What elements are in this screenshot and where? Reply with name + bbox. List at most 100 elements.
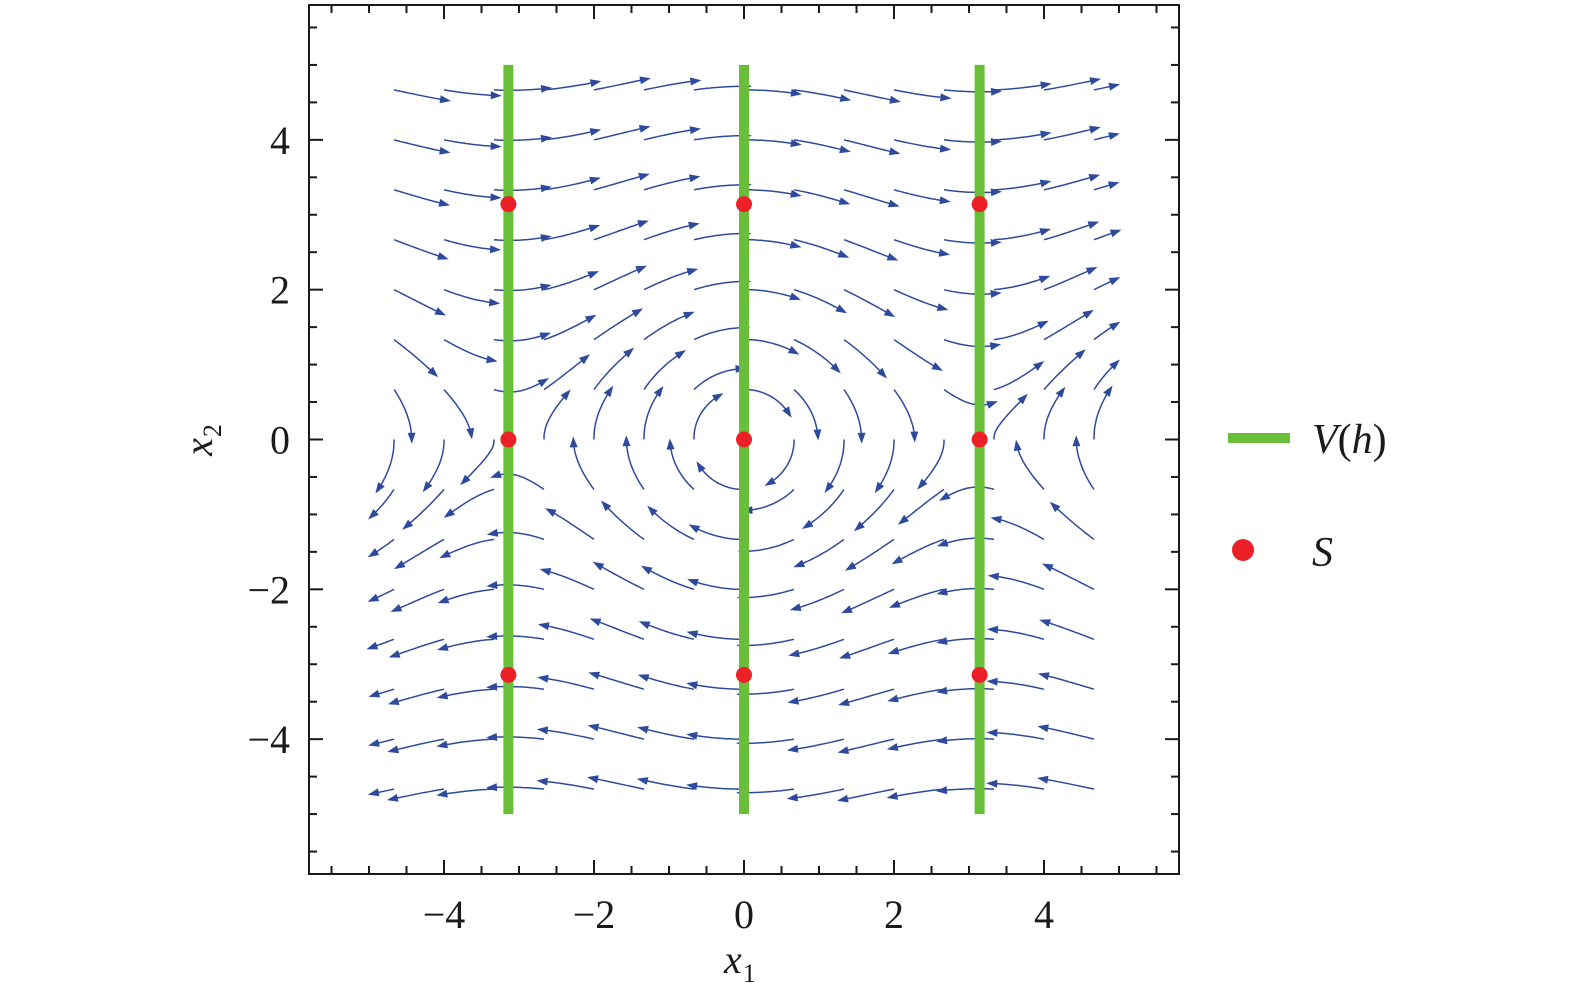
- streamline: [993, 180, 1049, 191]
- streamline: [593, 126, 648, 141]
- y-tick-labels: −4 −2 0 2 4: [247, 118, 290, 762]
- streamline: [439, 788, 495, 796]
- streamline: [543, 177, 599, 191]
- streamline: [841, 638, 895, 659]
- streamline: [489, 635, 545, 641]
- streamline: [840, 738, 895, 753]
- streamline: [693, 393, 722, 440]
- streamline: [669, 441, 695, 490]
- streamline: [744, 238, 799, 248]
- streamline: [493, 235, 550, 242]
- streamline: [843, 139, 898, 154]
- streamline: [993, 517, 1045, 541]
- streamline: [893, 538, 945, 564]
- streamline: [843, 238, 896, 261]
- stream-arrow: [939, 491, 951, 501]
- streamline: [893, 189, 948, 203]
- streamline: [639, 727, 695, 740]
- streamline: [439, 738, 495, 747]
- stream-arrow: [1039, 228, 1051, 236]
- streamline: [390, 688, 445, 705]
- legend-point-swatch: [1232, 539, 1254, 561]
- streamline: [744, 139, 800, 146]
- streamline: [1075, 438, 1095, 490]
- stream-arrow: [587, 723, 600, 732]
- streamline: [918, 439, 945, 488]
- x-axis-label: x1: [723, 937, 756, 988]
- stream-arrow: [674, 350, 686, 360]
- stream-arrow: [588, 671, 600, 680]
- stream-arrow: [888, 147, 901, 156]
- streamline: [543, 391, 570, 440]
- streamline: [697, 463, 744, 491]
- stream-arrow: [436, 789, 448, 798]
- stream-arrow: [427, 366, 439, 378]
- streamline: [489, 531, 545, 541]
- stream-arrow: [1074, 349, 1086, 360]
- streamline: [390, 738, 445, 752]
- stream-arrow: [1042, 563, 1054, 572]
- streamline: [539, 728, 595, 740]
- streamline: [404, 488, 445, 529]
- streamline: [1043, 221, 1097, 241]
- streamline: [643, 566, 695, 591]
- stream-arrow: [939, 144, 952, 153]
- stream-arrow: [889, 600, 901, 608]
- streamline: [893, 389, 916, 440]
- stream-arrow: [540, 134, 552, 143]
- stream-arrow: [587, 271, 599, 279]
- stream-arrow: [824, 481, 835, 493]
- streamline: [593, 78, 649, 91]
- s-point: [736, 196, 752, 213]
- streamline: [825, 439, 845, 492]
- streamline: [440, 588, 495, 603]
- streamline: [899, 488, 945, 524]
- stream-arrow: [1088, 174, 1101, 182]
- streamline: [589, 776, 645, 790]
- streamline: [943, 338, 999, 348]
- streamline: [540, 676, 595, 690]
- streamline: [590, 672, 645, 690]
- stream-arrow: [486, 733, 498, 741]
- streamline: [839, 788, 895, 801]
- stream-arrow: [490, 193, 502, 202]
- streamline: [890, 638, 945, 654]
- stream-arrow: [631, 308, 643, 318]
- streamline: [744, 488, 795, 512]
- streamline: [889, 738, 945, 750]
- streamline: [744, 89, 800, 95]
- streamline: [993, 132, 1049, 141]
- stream-arrow: [686, 630, 699, 639]
- streamline: [492, 473, 545, 491]
- streamline: [993, 83, 1049, 91]
- stream-arrow: [386, 794, 399, 802]
- streamline: [643, 268, 696, 291]
- streamline: [789, 788, 845, 800]
- streamline: [643, 387, 663, 440]
- x-tick-label: −2: [573, 892, 616, 937]
- streamline: [943, 89, 1000, 93]
- streamline: [593, 266, 645, 291]
- stream-arrow: [874, 481, 885, 494]
- streamline: [989, 680, 1045, 690]
- streamline: [740, 538, 795, 553]
- streamline: [889, 688, 945, 702]
- stream-arrow: [990, 290, 1002, 298]
- stream-arrow: [460, 474, 471, 486]
- stream-arrow: [790, 88, 802, 97]
- streamline: [990, 575, 1045, 591]
- stream-arrow: [390, 604, 403, 612]
- streamline: [893, 89, 949, 99]
- stream-arrow: [537, 674, 549, 683]
- streamline: [643, 312, 693, 341]
- stream-arrow: [688, 221, 700, 230]
- stream-arrow: [712, 393, 724, 402]
- stream-arrow: [686, 681, 698, 690]
- streamline: [943, 139, 1000, 143]
- stream-arrow: [936, 303, 949, 311]
- stream-arrow: [787, 696, 799, 705]
- streamline: [693, 367, 744, 391]
- streamline: [855, 488, 895, 530]
- streamline: [793, 389, 819, 438]
- streamline: [792, 588, 845, 611]
